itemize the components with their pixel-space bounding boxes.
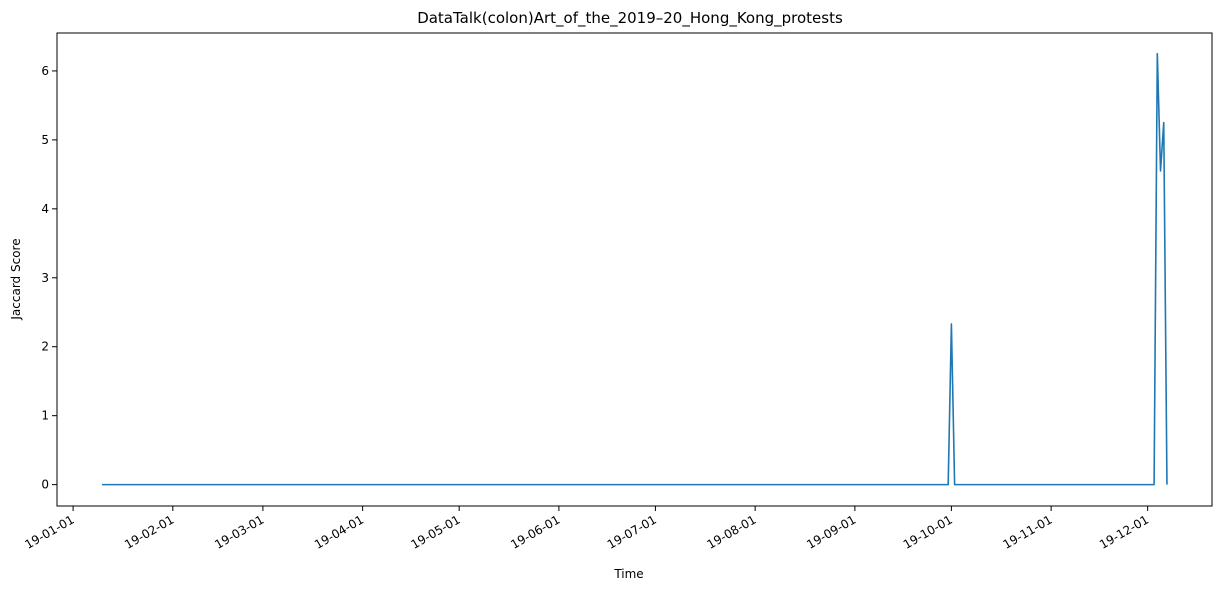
y-tick-label: 0 bbox=[41, 478, 49, 492]
plot-area bbox=[102, 52, 1168, 486]
x-tick-label: 19-11-01 bbox=[1000, 512, 1054, 551]
y-tick-label: 6 bbox=[41, 64, 49, 78]
plot-frame bbox=[56, 32, 1213, 507]
y-tick-label: 4 bbox=[41, 202, 49, 216]
x-tick-label: 19-05-01 bbox=[408, 512, 462, 551]
x-tick-label: 19-09-01 bbox=[804, 512, 858, 551]
x-tick-label: 19-08-01 bbox=[704, 512, 758, 551]
y-axis: 0 1 2 3 4 5 6 bbox=[41, 64, 57, 492]
x-tick-label: 19-06-01 bbox=[508, 512, 562, 551]
series-line bbox=[102, 52, 1168, 486]
x-tick-label: 19-01-01 bbox=[22, 512, 76, 551]
x-tick-label: 19-03-01 bbox=[212, 512, 266, 551]
y-tick-label: 2 bbox=[41, 340, 49, 354]
x-tick-label: 19-04-01 bbox=[312, 512, 366, 551]
x-tick-label: 19-07-01 bbox=[605, 512, 659, 551]
x-axis-label: Time bbox=[613, 567, 643, 581]
x-tick-label: 19-10-01 bbox=[901, 512, 955, 551]
y-axis-label: Jaccard Score bbox=[9, 238, 23, 320]
chart-title: DataTalk(colon)Art_of_the_2019–20_Hong_K… bbox=[417, 9, 843, 28]
y-tick-label: 5 bbox=[41, 133, 49, 147]
y-tick-label: 3 bbox=[41, 271, 49, 285]
x-tick-label: 19-12-01 bbox=[1097, 512, 1151, 551]
y-tick-label: 1 bbox=[41, 409, 49, 423]
x-tick-label: 19-02-01 bbox=[122, 512, 176, 551]
x-axis: 19-01-01 19-02-01 19-03-01 19-04-01 19-05-01… bbox=[22, 506, 1151, 552]
